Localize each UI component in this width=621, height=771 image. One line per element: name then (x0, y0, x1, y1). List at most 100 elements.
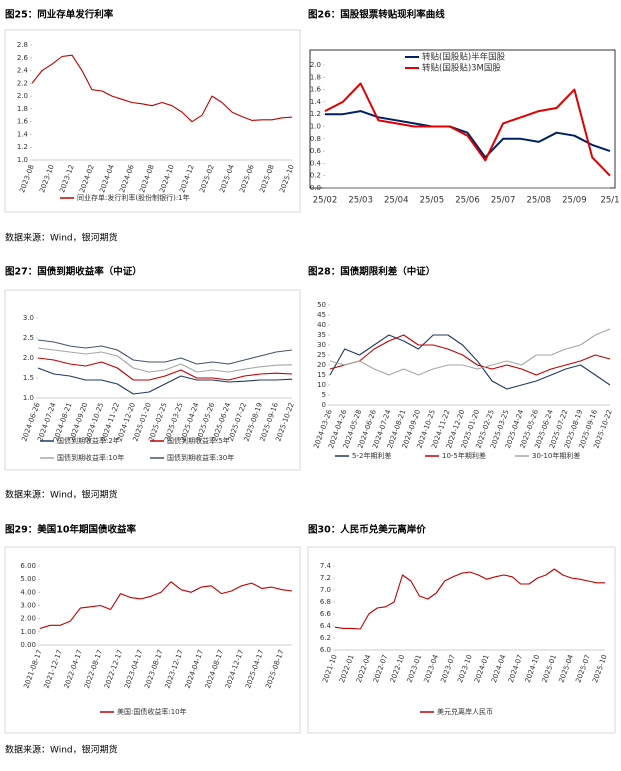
x-tick-label: 25/1 (600, 196, 619, 206)
y-tick-label: 2.2 (17, 79, 28, 87)
y-tick-label: 1.00 (20, 628, 36, 636)
x-tick-label: 2025-06 (238, 163, 256, 194)
x-tick-label: 2024-10 (158, 164, 176, 194)
series-line (334, 568, 605, 630)
y-tick-label: 10 (317, 381, 326, 389)
x-tick-label: 25/07 (491, 196, 516, 206)
x-tick-label: 2025-04-17 (244, 649, 265, 690)
x-tick-label: 2024-12 (178, 164, 196, 194)
y-tick-label: 0.8 (310, 135, 321, 143)
chart-title: 图26：国股银票转贴现利率曲线 (308, 9, 445, 21)
chart-frame (4, 546, 301, 734)
chart-title: 图29：美国10年期国债收益率 (5, 524, 136, 536)
x-tick-label: 2023-10 (38, 164, 56, 194)
source-note: 数据来源：Wind，银河期货 (5, 232, 118, 244)
legend-label: 美国:国债收益率:10年 (117, 707, 187, 716)
y-tick-label: 7.2 (320, 574, 331, 582)
series-line (37, 339, 293, 365)
y-tick-label: 6.2 (320, 634, 331, 642)
series-line (325, 110, 611, 159)
series-line (324, 82, 611, 177)
x-tick-label: 2024-01 (473, 654, 491, 684)
x-tick-label: 2023-07 (439, 654, 457, 684)
y-tick-label: 7.4 (320, 562, 332, 570)
x-tick-label: 2024-06 (118, 163, 136, 194)
x-tick-label: 2024-08-17 (204, 649, 225, 690)
legend-label: 转贴(国股贴)半年国股 (422, 52, 506, 63)
x-tick-label: 2025-07 (574, 654, 592, 684)
y-tick-label: 0 (322, 401, 326, 409)
x-tick-label: 2022-04 (355, 653, 373, 684)
y-tick-label: 6.00 (20, 562, 36, 570)
legend-label: 5-2年期利差 (352, 451, 391, 460)
legend-label: 同业存单:发行利率(股份制银行):1年 (77, 193, 190, 202)
x-tick-label: 2025-08 (258, 164, 276, 194)
x-tick-label: 2022-07 (372, 654, 390, 684)
y-tick-label: 3.00 (20, 602, 36, 610)
chart-title: 图27：国债到期收益率（中证） (5, 266, 142, 278)
legend-label: 30-10年期利差 (532, 451, 580, 460)
x-tick-label: 2022-10 (389, 654, 407, 684)
legend-label: 国债到期收益率:2年 (57, 436, 120, 445)
y-tick-label: 7.0 (320, 586, 331, 594)
x-tick-label: 25/04 (384, 196, 409, 206)
x-tick-label: 2021-10 (321, 654, 339, 684)
series-line (37, 347, 293, 373)
y-tick-label: 0.6 (310, 147, 322, 155)
y-tick-label: 0.4 (310, 159, 322, 167)
y-tick-label: 1.0 (17, 156, 28, 164)
x-tick-label: 25/02 (313, 196, 338, 206)
y-tick-label: 0.2 (310, 172, 321, 180)
source-note: 数据来源：Wind，银河期货 (5, 744, 118, 756)
y-tick-label: 35 (317, 331, 326, 339)
y-tick-label: 2.0 (310, 61, 321, 69)
y-tick-label: 2.6 (17, 54, 29, 62)
x-tick-label: 2023-12 (58, 164, 76, 194)
y-tick-label: 40 (317, 321, 326, 329)
x-tick-label: 2025-04 (557, 653, 575, 684)
x-tick-label: 2022-08-17 (83, 649, 104, 690)
y-tick-label: 6.8 (320, 598, 331, 606)
y-tick-label: 2.8 (17, 41, 28, 49)
x-tick-label: 2021-08-17 (22, 649, 43, 690)
x-tick-label: 2025-01 (541, 654, 559, 684)
legend-label: 国债到期收益率:10年 (57, 453, 124, 462)
x-tick-label: 2023-04-17 (123, 649, 144, 690)
y-tick-label: 1.5 (23, 374, 34, 382)
y-tick-label: 1.4 (310, 98, 322, 106)
chart-title: 图28：国债期限利差（中证） (308, 266, 435, 278)
series-line (39, 581, 293, 630)
y-tick-label: 25 (317, 351, 326, 359)
y-tick-label: 1.4 (17, 130, 29, 138)
y-tick-label: 20 (317, 361, 326, 369)
y-tick-label: 1.0 (23, 394, 34, 402)
x-tick-label: 2025-10 (278, 164, 296, 194)
series-line (329, 328, 611, 376)
chart-frame (307, 546, 616, 734)
y-tick-label: 5.00 (20, 575, 36, 583)
x-tick-label: 2023-12-17 (163, 649, 184, 690)
legend-label: 国债到期收益率:30年 (167, 453, 234, 462)
y-tick-label: 5 (322, 391, 326, 399)
y-tick-label: 1.0 (310, 123, 321, 131)
y-tick-label: 1.2 (310, 110, 321, 118)
x-tick-label: 25/05 (420, 196, 445, 206)
series-line (37, 357, 293, 381)
y-tick-label: 2.0 (17, 92, 28, 100)
x-tick-label: 2022-01 (338, 654, 356, 684)
x-tick-label: 2023-01 (406, 654, 424, 684)
x-tick-label: 2024-08 (138, 164, 156, 194)
x-tick-label: 2024-04-17 (184, 649, 205, 690)
chart-title: 图25：同业存单发行利率 (5, 9, 114, 21)
source-note: 数据来源：Wind，银河期货 (5, 489, 118, 501)
x-tick-label: 25/06 (455, 196, 480, 206)
y-tick-label: 45 (317, 311, 326, 319)
x-tick-label: 2024-04 (98, 163, 116, 194)
series-line (37, 367, 293, 395)
chart-frame (4, 29, 301, 213)
legend-label: 10-5年期利差 (442, 451, 486, 460)
x-tick-label: 2023-08-17 (143, 649, 164, 690)
x-tick-label: 2025-10 (591, 654, 609, 684)
y-tick-label: 30 (317, 341, 326, 349)
